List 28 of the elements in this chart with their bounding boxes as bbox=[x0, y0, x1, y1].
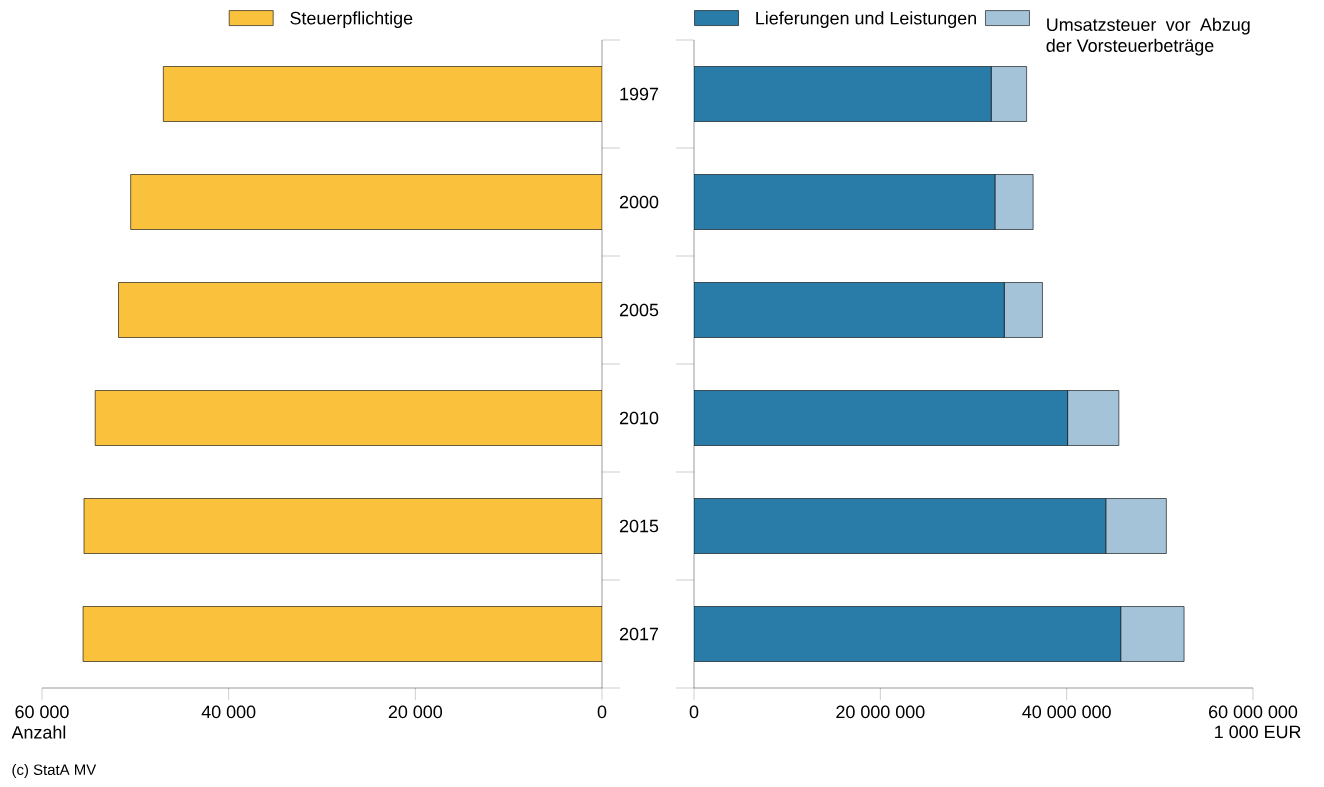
x-tick-label: 40 000 bbox=[201, 705, 256, 719]
y-tick-label: 2017 bbox=[619, 627, 659, 641]
x-tick-label: 60 000 bbox=[15, 705, 69, 719]
x-tick-label: 20 000 bbox=[388, 705, 443, 719]
bar bbox=[694, 390, 1068, 446]
bar bbox=[1003, 282, 1043, 338]
y-tick-label: 1997 bbox=[620, 87, 659, 101]
x-tick-label: 0 bbox=[597, 705, 607, 719]
x-axis-title: 1 000 EUR bbox=[1215, 725, 1301, 739]
x-tick-label: 60 000 000 bbox=[1209, 705, 1298, 719]
y-tick-label: 2000 bbox=[619, 195, 659, 209]
bar bbox=[694, 606, 1122, 662]
x-tick-label: 20 000 000 bbox=[836, 705, 925, 719]
x-axis-title: Anzahl bbox=[11, 725, 66, 739]
y-tick-label: 2005 bbox=[619, 303, 659, 317]
bar bbox=[994, 174, 1034, 230]
y-tick-label: 2010 bbox=[619, 411, 659, 425]
bar bbox=[694, 174, 996, 230]
x-tick-label: 40 000 000 bbox=[1022, 705, 1111, 719]
legend-label: Steuerpflichtige bbox=[290, 11, 413, 29]
y-tick-label: 2015 bbox=[619, 519, 659, 533]
bar bbox=[694, 282, 1005, 338]
text: (c) StatA MV bbox=[12, 764, 97, 778]
legend-label: Lieferungen und Leistungen bbox=[756, 11, 976, 29]
bar bbox=[694, 498, 1107, 554]
legend-label: Umsatzsteuer vor Abzug der Vorsteuerbeträge bbox=[1046, 17, 1250, 56]
x-tick-label: 0 bbox=[689, 705, 699, 719]
bar bbox=[694, 66, 992, 122]
